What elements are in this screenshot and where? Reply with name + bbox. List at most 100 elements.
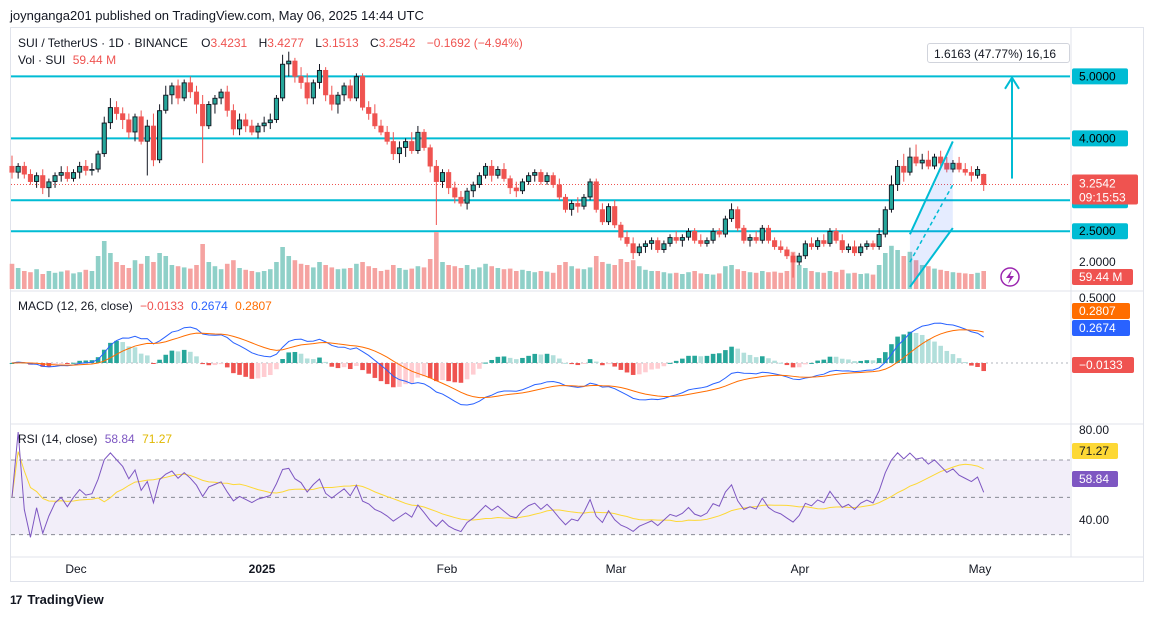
volume-bar [833, 272, 839, 289]
candle-body [778, 246, 784, 251]
candle-body [243, 119, 249, 127]
volume-bar [231, 260, 236, 289]
volume-bar [514, 271, 519, 289]
macd-histogram-bar [969, 363, 974, 366]
lightning-alert-icon [1000, 267, 1020, 287]
macd-histogram-bar [766, 358, 771, 363]
macd-histogram-bar [520, 357, 525, 363]
volume-label[interactable]: Vol · SUI [18, 53, 66, 67]
macd-histogram-bar [427, 363, 433, 379]
macd-histogram-bar [378, 363, 384, 382]
candle-body-fill [311, 83, 315, 98]
symbol-name[interactable]: SUI / TetherUS · 1D · BINANCE [18, 36, 188, 50]
candle-body [692, 230, 698, 241]
countdown-text: 09:15:53 [1079, 191, 1126, 205]
candle-body-fill [440, 173, 445, 181]
macd-histogram-bar [58, 363, 64, 364]
volume-bar [815, 272, 820, 289]
candle-body-fill [711, 231, 715, 240]
candle-body [962, 169, 968, 173]
candle-body [968, 172, 974, 176]
volume-bar [950, 272, 956, 289]
candle-body [938, 156, 944, 164]
candle-body-fill [496, 169, 500, 175]
volume-bar [969, 274, 974, 289]
macd-signal-tag-bg [1072, 303, 1130, 319]
candle-body-fill [71, 173, 76, 178]
candle-body-fill [35, 176, 39, 181]
macd-histogram-bar [440, 363, 445, 381]
volume-bar [452, 266, 458, 289]
candle-body-fill [268, 120, 272, 123]
macd-label[interactable]: MACD (12, 26, close) [18, 299, 133, 313]
volume-bar [268, 269, 273, 289]
candle-body-fill [545, 176, 549, 181]
macd-histogram-bar [292, 351, 298, 363]
candle-body-fill [237, 120, 242, 129]
macd-histogram-bar [729, 346, 734, 363]
macd-histogram-bar [686, 355, 691, 363]
price-tick-label: 2.0000 [1079, 255, 1116, 269]
candle-body [360, 76, 366, 108]
candle-body-fill [865, 244, 869, 246]
candle-body [187, 82, 193, 93]
rsi-label[interactable]: RSI (14, close) [18, 432, 98, 446]
candle-body-fill [213, 98, 217, 104]
candle-body [458, 196, 464, 204]
macd-histogram-bar [495, 356, 501, 363]
volume-bar [526, 271, 531, 289]
volume-bar [895, 250, 900, 289]
volume-bar [495, 268, 501, 289]
candle-body-fill [951, 163, 955, 169]
macd-histogram-bar [360, 363, 365, 371]
volume-bar [446, 265, 451, 289]
macd-histogram-bar [194, 356, 199, 363]
macd-histogram-bar [735, 348, 740, 363]
macd-histogram-bar [538, 354, 544, 363]
macd-histogram-bar [839, 358, 845, 363]
volume-bar [372, 268, 378, 289]
candle-body-fill [859, 247, 863, 253]
volume-bar [224, 263, 230, 289]
macd-histogram-bar [274, 363, 279, 370]
volume-bar [839, 269, 845, 289]
tradingview-logo[interactable]: 17 TradingView [10, 592, 104, 607]
candle-body [249, 125, 255, 133]
candle-body-fill [477, 176, 481, 185]
volume-bar [9, 263, 15, 289]
macd-histogram-bar [212, 363, 218, 366]
macd-histogram-bar [962, 362, 968, 364]
volume-bar [120, 265, 125, 289]
candle-body-fill [404, 142, 408, 147]
drawing-tools [908, 75, 1020, 288]
volume-bar [520, 269, 525, 289]
macd-histogram-bar [409, 363, 415, 384]
candle-body-fill [274, 98, 279, 120]
candle-body-fill [828, 231, 832, 243]
volume-bar [151, 262, 156, 289]
macd-histogram-bar [815, 360, 820, 363]
macd-histogram-bar [163, 354, 169, 363]
volume-bar [52, 272, 58, 289]
volume-bar [803, 268, 808, 289]
candle-body-fill [520, 182, 525, 191]
macd-histogram-bar [932, 341, 937, 363]
macd-signal-value: 0.2807 [235, 299, 272, 313]
macd-hist-value: −0.0133 [140, 299, 184, 313]
volume-bar [618, 259, 624, 289]
volume-bar [378, 271, 384, 289]
volume-bar [766, 272, 771, 289]
macd-histogram-bar [243, 363, 248, 377]
volume-bar [661, 272, 667, 289]
macd-histogram-bar [341, 363, 347, 368]
volume-bar [981, 271, 986, 289]
volume-bar [286, 256, 292, 289]
horizontal-levels [11, 75, 1070, 233]
candle-body-fill [108, 108, 112, 123]
volume-bar [575, 268, 581, 289]
volume-bar [415, 266, 421, 289]
macd-histogram-bar [470, 363, 476, 375]
volume-bar [778, 272, 784, 289]
candle-body [304, 82, 310, 99]
